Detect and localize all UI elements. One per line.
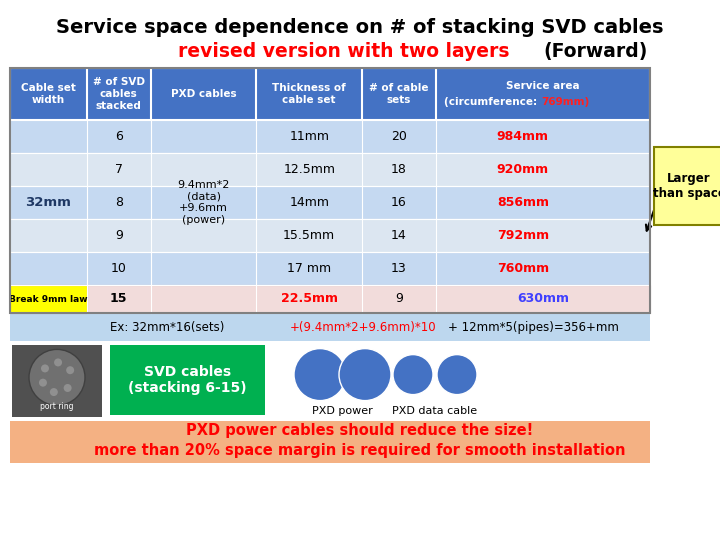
Text: 15.5mm: 15.5mm: [283, 229, 336, 242]
Bar: [10, 285, 650, 313]
Text: 10: 10: [111, 262, 127, 275]
Text: # of cable
sets: # of cable sets: [369, 83, 428, 105]
Text: 18: 18: [391, 163, 407, 176]
Text: PXD power: PXD power: [312, 406, 373, 416]
Text: 984mm: 984mm: [497, 130, 549, 143]
Text: 7: 7: [114, 163, 123, 176]
Text: more than 20% space margin is required for smooth installation: more than 20% space margin is required f…: [94, 443, 626, 458]
Text: 920mm: 920mm: [497, 163, 549, 176]
Bar: [10, 313, 650, 341]
Text: Cable set
width: Cable set width: [21, 83, 76, 105]
Text: SVD cables
(stacking 6-15): SVD cables (stacking 6-15): [128, 365, 247, 395]
Text: 14: 14: [391, 229, 407, 242]
Text: 22.5mm: 22.5mm: [281, 293, 338, 306]
Text: PXD cables: PXD cables: [171, 89, 236, 99]
Circle shape: [41, 364, 49, 373]
Circle shape: [39, 379, 47, 387]
Text: 792mm: 792mm: [497, 229, 549, 242]
FancyBboxPatch shape: [654, 147, 720, 225]
Text: Larger
than space: Larger than space: [652, 172, 720, 200]
Text: Service area: Service area: [506, 81, 580, 91]
Text: Service space dependence on # of stacking SVD cables: Service space dependence on # of stackin…: [56, 18, 664, 37]
Text: PXD power cables should reduce the size!: PXD power cables should reduce the size!: [186, 423, 534, 438]
Circle shape: [66, 366, 74, 374]
Circle shape: [29, 349, 85, 406]
Text: 630mm: 630mm: [517, 293, 569, 306]
Bar: [110, 345, 265, 415]
Text: 17 mm: 17 mm: [287, 262, 331, 275]
Text: 15: 15: [110, 293, 127, 306]
Bar: [10, 252, 650, 285]
Text: 760mm: 760mm: [497, 262, 549, 275]
Text: revised version with two layers(Forward): revised version with two layers(Forward): [142, 42, 578, 61]
Circle shape: [437, 355, 477, 395]
Text: +(9.4mm*2+9.6mm)*10: +(9.4mm*2+9.6mm)*10: [290, 321, 436, 334]
Text: Thickness of
cable set: Thickness of cable set: [272, 83, 346, 105]
Text: 769mm): 769mm): [541, 97, 589, 107]
Bar: [10, 285, 87, 313]
Text: 6: 6: [115, 130, 122, 143]
Text: 8: 8: [114, 196, 123, 209]
Bar: [10, 120, 650, 153]
Bar: [10, 219, 650, 252]
Circle shape: [63, 384, 71, 392]
Circle shape: [50, 388, 58, 396]
Bar: [10, 186, 650, 219]
Text: (circumference:: (circumference:: [444, 97, 541, 107]
Circle shape: [294, 349, 346, 401]
Text: 14mm: 14mm: [289, 196, 329, 209]
Text: 856mm: 856mm: [497, 196, 549, 209]
Text: 32mm: 32mm: [25, 196, 71, 209]
Text: 20: 20: [391, 130, 407, 143]
Text: Ex: 32mm*16(sets): Ex: 32mm*16(sets): [110, 321, 228, 334]
Bar: [10, 421, 650, 463]
Text: Break 9mm law: Break 9mm law: [9, 294, 88, 303]
Bar: [10, 68, 650, 120]
Circle shape: [393, 355, 433, 395]
Text: 12.5mm: 12.5mm: [283, 163, 336, 176]
Text: 9: 9: [395, 293, 402, 306]
Text: 16: 16: [391, 196, 407, 209]
Text: port ring: port ring: [40, 402, 73, 411]
Circle shape: [339, 349, 391, 401]
Text: + 12mm*5(pipes)=356+mm: + 12mm*5(pipes)=356+mm: [448, 321, 619, 334]
Text: 9: 9: [115, 229, 122, 242]
Text: PXD data cable: PXD data cable: [392, 406, 477, 416]
Text: 11mm: 11mm: [289, 130, 329, 143]
Text: (Forward): (Forward): [543, 42, 647, 61]
Bar: [10, 341, 650, 421]
Text: 13: 13: [391, 262, 407, 275]
Bar: [10, 153, 650, 186]
Text: # of SVD
cables
stacked: # of SVD cables stacked: [93, 77, 145, 111]
Text: revised version with two layers: revised version with two layers: [178, 42, 510, 61]
Bar: [12, 345, 102, 417]
Bar: [10, 68, 650, 313]
Circle shape: [54, 359, 62, 367]
Text: 9.4mm*2
(data)
+9.6mm
(power): 9.4mm*2 (data) +9.6mm (power): [177, 180, 230, 225]
